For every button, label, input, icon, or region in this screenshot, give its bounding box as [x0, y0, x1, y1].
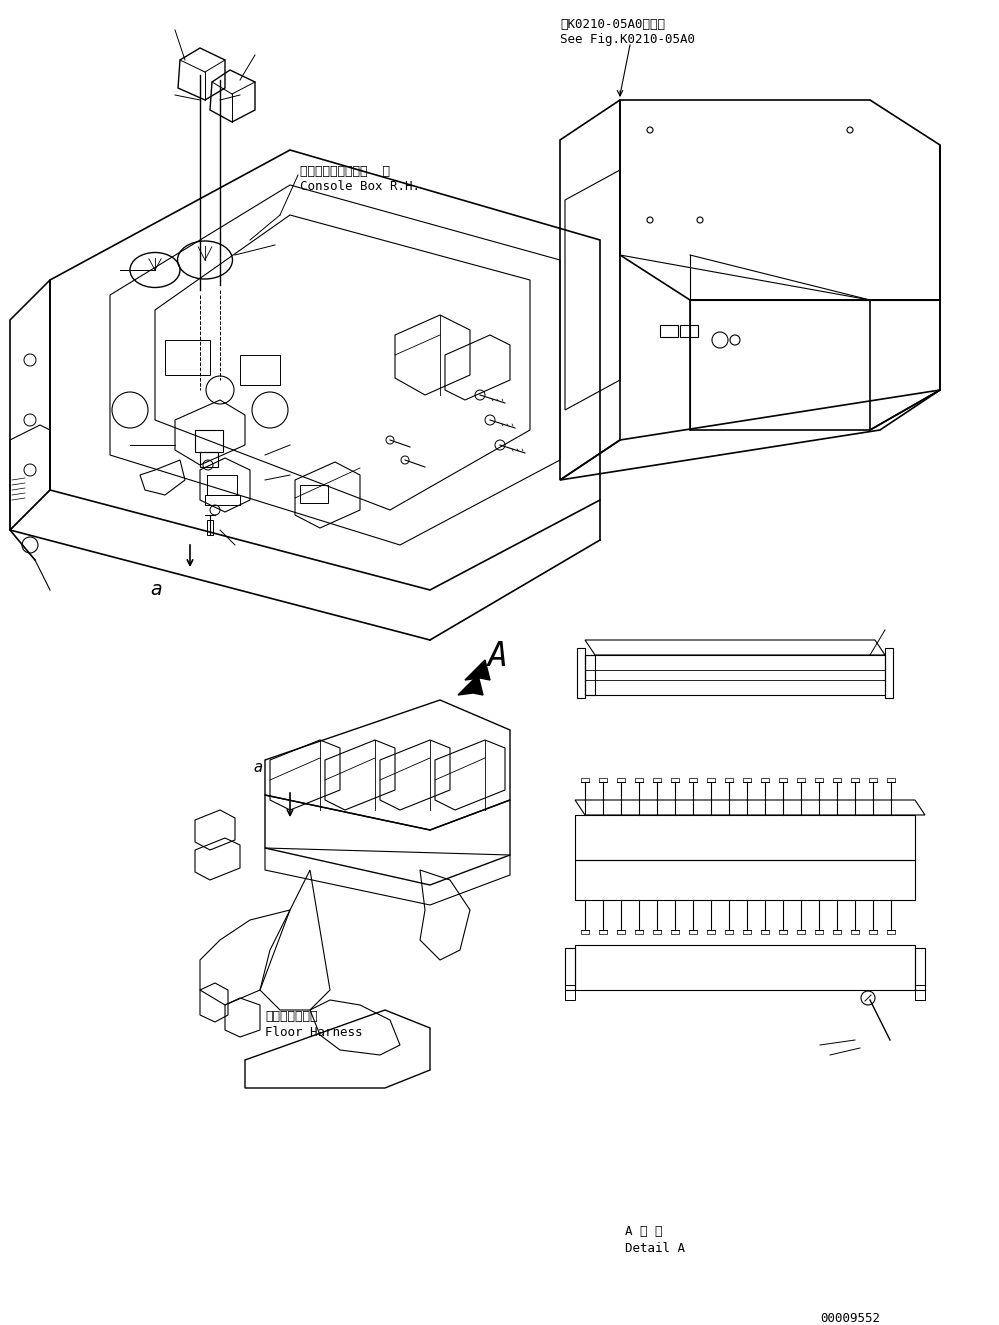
- Bar: [869, 778, 877, 782]
- Bar: [575, 860, 915, 900]
- Polygon shape: [458, 674, 483, 696]
- Bar: [815, 778, 823, 782]
- Bar: [689, 778, 697, 782]
- Bar: [743, 930, 751, 934]
- Bar: [617, 778, 625, 782]
- Bar: [577, 648, 585, 698]
- Bar: [671, 930, 679, 934]
- Text: Detail A: Detail A: [625, 1242, 685, 1255]
- Bar: [707, 778, 715, 782]
- Text: a: a: [253, 761, 262, 775]
- Bar: [851, 778, 859, 782]
- Bar: [581, 930, 589, 934]
- Bar: [565, 984, 575, 1000]
- Text: Floor Harness: Floor Harness: [265, 1026, 363, 1039]
- Bar: [195, 431, 223, 452]
- Bar: [599, 778, 607, 782]
- Text: See Fig.K0210-05A0: See Fig.K0210-05A0: [560, 33, 695, 46]
- Bar: [660, 325, 678, 337]
- Text: フロアハーネス: フロアハーネス: [265, 1010, 318, 1023]
- Text: コンソールボックス  右: コンソールボックス 右: [300, 166, 390, 178]
- Bar: [815, 930, 823, 934]
- Bar: [635, 778, 643, 782]
- Bar: [565, 947, 575, 990]
- Bar: [915, 984, 925, 1000]
- Bar: [707, 930, 715, 934]
- Bar: [833, 930, 841, 934]
- Bar: [779, 930, 787, 934]
- Bar: [725, 930, 733, 934]
- Text: 00009552: 00009552: [820, 1312, 880, 1325]
- Bar: [200, 452, 218, 466]
- Bar: [797, 778, 805, 782]
- Bar: [779, 778, 787, 782]
- Bar: [617, 930, 625, 934]
- Bar: [689, 930, 697, 934]
- Bar: [205, 496, 240, 505]
- Bar: [599, 930, 607, 934]
- Text: A 詳 細: A 詳 細: [625, 1226, 662, 1238]
- Bar: [671, 778, 679, 782]
- Text: 第K0210-05A0図参照: 第K0210-05A0図参照: [560, 19, 665, 30]
- Bar: [581, 778, 589, 782]
- Bar: [761, 778, 769, 782]
- Bar: [833, 778, 841, 782]
- Bar: [915, 947, 925, 990]
- Bar: [851, 930, 859, 934]
- Bar: [240, 355, 280, 386]
- Bar: [887, 778, 895, 782]
- Polygon shape: [465, 660, 490, 680]
- Bar: [165, 341, 210, 375]
- Text: Console Box R.H.: Console Box R.H.: [300, 180, 420, 193]
- Bar: [653, 930, 661, 934]
- Bar: [585, 655, 885, 696]
- Bar: [653, 778, 661, 782]
- Bar: [797, 930, 805, 934]
- Text: A: A: [488, 640, 508, 673]
- Bar: [725, 778, 733, 782]
- Bar: [885, 648, 893, 698]
- Bar: [761, 930, 769, 934]
- Bar: [207, 519, 213, 535]
- Bar: [635, 930, 643, 934]
- Bar: [680, 325, 698, 337]
- Bar: [869, 930, 877, 934]
- Bar: [743, 778, 751, 782]
- Bar: [575, 815, 915, 860]
- Bar: [887, 930, 895, 934]
- Bar: [207, 474, 237, 496]
- Bar: [300, 485, 328, 504]
- Text: a: a: [150, 580, 162, 599]
